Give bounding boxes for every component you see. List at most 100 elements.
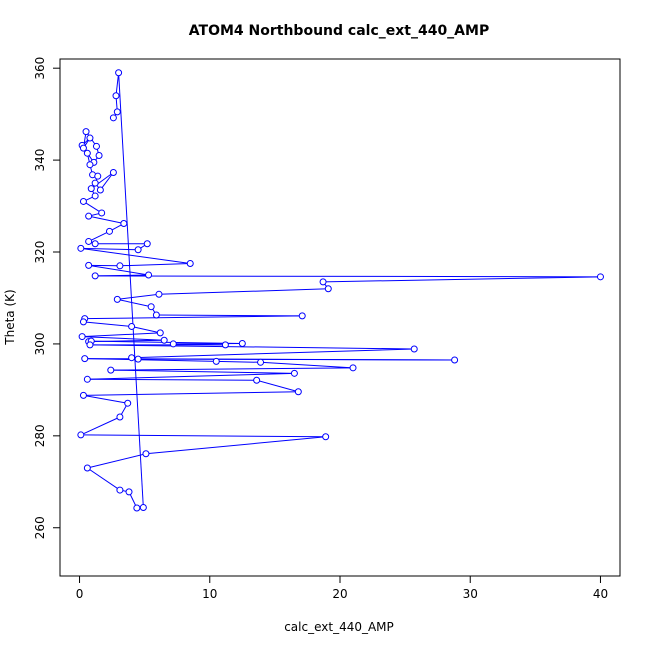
data-point	[77, 244, 85, 252]
data-point	[91, 272, 99, 280]
series-line-segment	[87, 453, 147, 469]
data-point	[96, 186, 104, 194]
series-line-segment	[118, 72, 144, 508]
data-point	[85, 261, 93, 269]
data-point	[113, 295, 121, 303]
data-point	[86, 161, 94, 169]
data-point	[91, 240, 99, 248]
data-point	[109, 114, 117, 122]
data-point	[77, 431, 85, 439]
y-tick-label: 260	[33, 516, 47, 539]
series-line-segment	[115, 72, 120, 96]
series-line-segment	[256, 379, 299, 393]
data-point	[349, 364, 357, 372]
data-point	[322, 433, 330, 441]
x-tick-label: 40	[593, 587, 608, 601]
series-line-segment	[80, 434, 326, 438]
data-point	[134, 246, 142, 254]
data-point	[324, 285, 332, 293]
series-line-segment	[87, 372, 295, 380]
data-point	[212, 357, 220, 365]
y-tick-label: 360	[33, 57, 47, 80]
series-line-segment	[117, 293, 160, 300]
series-line-segment	[88, 215, 124, 225]
y-axis-label: Theta (K)	[3, 289, 17, 345]
data-point	[160, 336, 168, 344]
series-line-segment	[83, 321, 132, 327]
series-line-segment	[99, 172, 114, 191]
data-point	[169, 340, 177, 348]
data-point	[128, 354, 136, 362]
data-point	[83, 149, 91, 157]
series-line-segment	[131, 348, 415, 359]
series-line-segment	[80, 416, 121, 436]
data-point	[81, 355, 89, 363]
data-point	[147, 303, 155, 311]
data-point	[186, 260, 194, 268]
series-line-segment	[84, 315, 303, 320]
data-point	[145, 271, 153, 279]
data-point	[120, 220, 128, 228]
data-point	[134, 355, 142, 363]
data-point	[78, 333, 86, 341]
series-line-segment	[88, 230, 110, 242]
y-tick-label: 320	[33, 241, 47, 264]
y-tick-label: 280	[33, 424, 47, 447]
x-axis: 0 10 20 30 40	[76, 575, 608, 601]
data-point	[92, 142, 100, 150]
series-line-segment	[131, 325, 161, 334]
data-point	[128, 322, 136, 330]
data-point	[298, 312, 306, 320]
data-point	[142, 450, 150, 458]
series-lines	[80, 72, 601, 509]
data-point	[109, 169, 117, 177]
series-points	[77, 69, 604, 512]
data-point	[133, 504, 141, 512]
data-point	[86, 341, 94, 349]
series-line-segment	[110, 369, 295, 374]
data-point	[596, 273, 604, 281]
series-line-segment	[83, 201, 102, 214]
data-point	[155, 290, 163, 298]
data-point	[107, 366, 115, 374]
data-point	[410, 345, 418, 353]
data-point	[319, 278, 327, 286]
x-tick-label: 30	[463, 587, 478, 601]
series-line-segment	[145, 436, 326, 455]
data-point	[79, 391, 87, 399]
data-point	[85, 212, 93, 220]
data-point	[116, 486, 124, 494]
data-point	[115, 69, 123, 77]
data-point	[290, 369, 298, 377]
data-point	[116, 413, 124, 421]
data-point	[86, 134, 94, 142]
data-point	[112, 92, 120, 100]
series-line-segment	[82, 332, 161, 338]
series-line-segment	[95, 275, 601, 278]
data-point	[94, 172, 102, 180]
data-point	[221, 341, 229, 349]
y-axis: 260 280 300 320 340 360	[33, 57, 61, 539]
series-line-segment	[88, 264, 149, 276]
series-line-segment	[216, 360, 261, 363]
data-point	[83, 464, 91, 472]
data-point	[87, 185, 95, 193]
series-line-segment	[117, 298, 152, 308]
series-line-segment	[83, 394, 128, 404]
data-point	[91, 192, 99, 200]
data-point	[79, 144, 87, 152]
data-point	[95, 152, 103, 160]
x-axis-label: calc_ext_440_AMP	[284, 620, 394, 634]
x-tick-label: 0	[76, 587, 84, 601]
y-tick-label: 300	[33, 332, 47, 355]
data-point	[451, 356, 459, 364]
data-point	[113, 108, 121, 116]
data-point	[79, 197, 87, 205]
series-line-segment	[87, 467, 121, 491]
data-point	[91, 179, 99, 187]
chart-title: ATOM4 Northbound calc_ext_440_AMP	[189, 23, 489, 39]
data-point	[125, 488, 133, 496]
series-line-segment	[82, 336, 165, 341]
